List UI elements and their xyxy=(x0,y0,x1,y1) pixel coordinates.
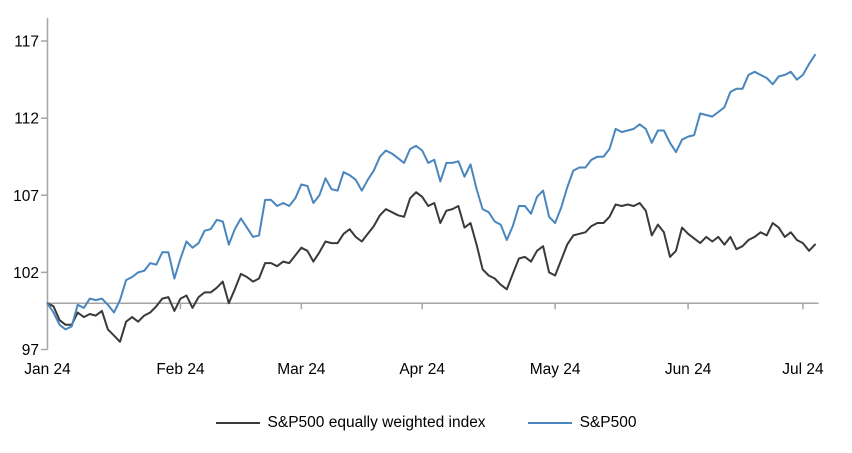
legend-item-sp500: S&P500 xyxy=(527,414,637,432)
x-axis-label: Mar 24 xyxy=(277,361,326,378)
x-axis-label: Jun 24 xyxy=(665,361,712,378)
legend-item-equal-weight: S&P500 equally weighted index xyxy=(215,414,486,432)
x-axis-label: Apr 24 xyxy=(399,361,445,378)
x-axis-label: May 24 xyxy=(530,361,581,378)
y-axis-label: 112 xyxy=(14,111,39,128)
y-axis-label: 107 xyxy=(13,188,39,205)
x-axis-label: Jan 24 xyxy=(24,361,71,378)
y-axis-label: 97 xyxy=(22,342,39,359)
legend-swatch-equal-weight-line xyxy=(215,422,260,424)
y-axis-label: 102 xyxy=(13,265,39,282)
y-axis-label: 117 xyxy=(14,34,39,51)
legend-label-sp500: S&P500 xyxy=(579,414,637,431)
legend-label-equal-weight: S&P500 equally weighted index xyxy=(267,414,486,431)
x-axis-label: Feb 24 xyxy=(156,361,205,378)
x-axis-label: Jul 24 xyxy=(782,361,824,378)
series-line-sp500 xyxy=(46,53,816,331)
legend-swatch-sp500-line xyxy=(527,422,572,424)
chart-legend: S&P500 equally weighted index S&P500 xyxy=(0,414,852,432)
series-line-equal-weight xyxy=(46,191,816,343)
